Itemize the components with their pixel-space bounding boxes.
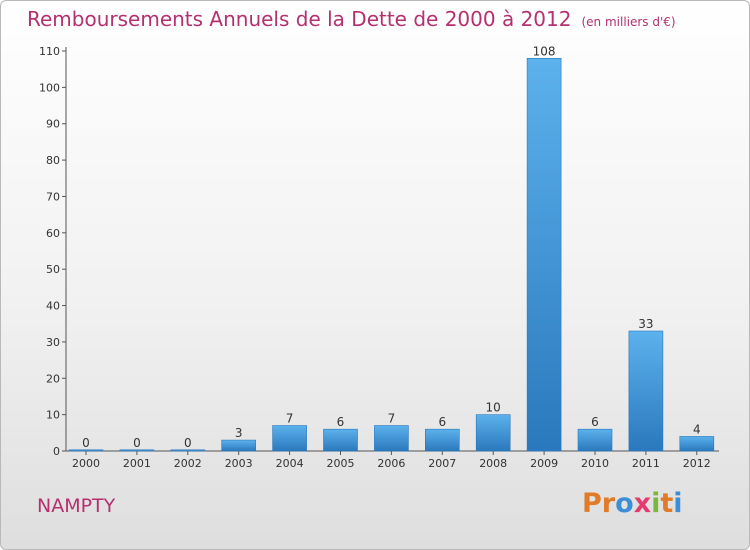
data-label: 6	[591, 415, 599, 429]
data-label: 6	[438, 415, 446, 429]
x-tick-label: 2008	[479, 457, 507, 470]
bar	[679, 436, 715, 452]
chart-axes	[62, 47, 719, 455]
bar	[119, 449, 155, 452]
y-tick-label: 50	[46, 263, 60, 276]
chart-labels: 0 10 20 30 40 50 60 70 80 90 100 110 2000 0 2001 0 2002 0…	[39, 44, 711, 470]
y-tick-label: 30	[46, 336, 60, 349]
data-label: 6	[337, 415, 345, 429]
bar	[424, 428, 460, 452]
data-label: 4	[693, 422, 701, 436]
data-label: 7	[388, 412, 396, 426]
data-label: 0	[184, 436, 192, 450]
x-tick-label: 2012	[683, 457, 711, 470]
y-tick-label: 80	[46, 154, 60, 167]
x-tick-label: 2005	[327, 457, 355, 470]
x-tick-label: 2007	[428, 457, 456, 470]
data-label: 10	[486, 401, 501, 415]
x-tick-label: 2010	[581, 457, 609, 470]
y-tick-label: 40	[46, 300, 60, 313]
bar	[475, 414, 511, 452]
bar	[170, 449, 206, 452]
proxiti-logo: Proxiti	[582, 488, 692, 524]
logo-letter: t	[660, 488, 674, 519]
x-tick-label: 2002	[174, 457, 202, 470]
x-tick-label: 2006	[377, 457, 405, 470]
logo-letter: o	[615, 488, 634, 519]
chart-title-block: Remboursements Annuels de la Dette de 20…	[27, 7, 676, 31]
logo-letter: P	[582, 488, 602, 519]
bar	[628, 330, 664, 452]
logo-letter: i	[651, 488, 661, 519]
y-tick-label: 70	[46, 190, 60, 203]
data-label: 7	[286, 412, 294, 426]
bar	[577, 428, 613, 452]
y-tick-label: 100	[39, 81, 60, 94]
logo-letter: x	[633, 488, 652, 519]
bar	[526, 57, 562, 452]
data-label: 33	[638, 317, 653, 331]
bar	[374, 425, 409, 452]
logo-letter: i	[673, 488, 683, 519]
bar	[323, 428, 358, 452]
x-tick-label: 2000	[72, 457, 100, 470]
x-tick-label: 2004	[276, 457, 304, 470]
x-tick-label: 2009	[530, 457, 558, 470]
data-label: 0	[82, 436, 90, 450]
y-tick-label: 90	[46, 118, 60, 131]
x-tick-label: 2001	[123, 457, 151, 470]
y-tick-label: 20	[46, 372, 60, 385]
bar	[221, 439, 256, 452]
y-tick-label: 10	[46, 409, 60, 422]
data-label: 108	[533, 44, 556, 58]
data-label: 0	[133, 436, 141, 450]
bar	[272, 425, 307, 452]
chart-subtitle: (en milliers d'€)	[581, 15, 676, 29]
logo-letter: r	[601, 488, 616, 519]
y-tick-label: 60	[46, 227, 60, 240]
x-tick-label: 2011	[632, 457, 660, 470]
y-tick-label: 110	[39, 45, 60, 58]
x-tick-label: 2003	[225, 457, 253, 470]
bar	[68, 449, 104, 452]
y-tick-label: 0	[53, 445, 60, 458]
chart-title: Remboursements Annuels de la Dette de 20…	[27, 7, 572, 31]
commune-name: NAMPTY	[37, 495, 116, 517]
data-label: 3	[235, 426, 243, 440]
chart-bars	[68, 57, 715, 452]
